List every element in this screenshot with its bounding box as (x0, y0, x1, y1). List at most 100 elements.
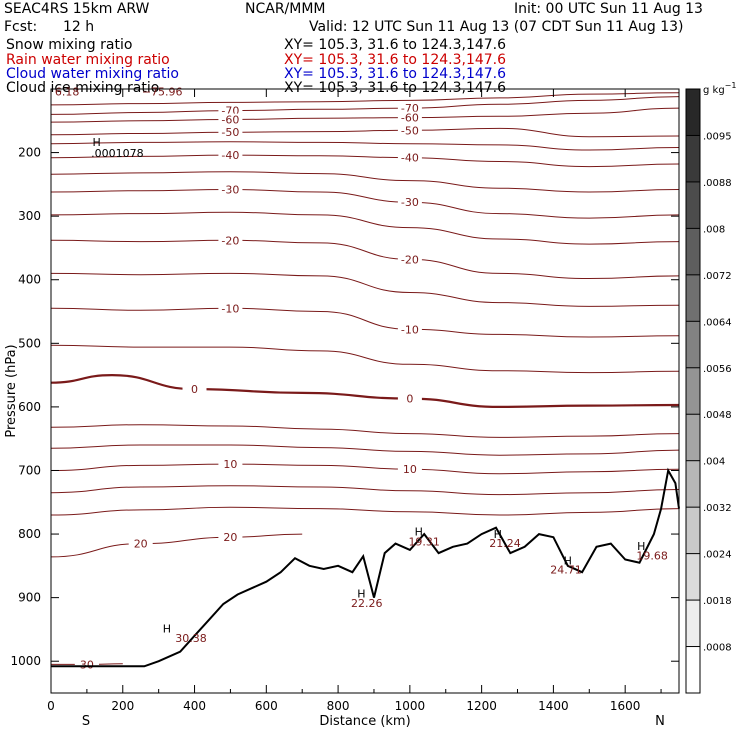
contour-label-bg (397, 463, 422, 476)
colorbar-segment-0 (686, 89, 700, 136)
colorbar-label-7: .004 (703, 457, 725, 468)
terrain-profile (51, 467, 680, 668)
x-tick-label-4: 800 (327, 699, 350, 713)
high-marker-2: H (357, 588, 365, 601)
contour-label-bg (218, 458, 243, 471)
x-tick-label-3: 600 (255, 699, 278, 713)
isotherm-label-4-0: -30 (221, 184, 239, 197)
isotherm-label-4-1: -30 (401, 196, 419, 209)
colorbar-label-11: .0008 (703, 643, 732, 654)
x-tick-label-6: 1200 (466, 699, 497, 713)
colorbar-label-2: .008 (703, 224, 725, 235)
colorbar-label-0: .0095 (703, 131, 732, 142)
isotherm-line-2 (50, 171, 680, 193)
y-tick-label-2: 400 (18, 273, 41, 287)
x-tick-label-0: 0 (47, 699, 55, 713)
isotherm-label-5-1: -20 (401, 253, 419, 266)
colorbar-label-5: .0056 (703, 364, 732, 375)
contour-label-bg (397, 196, 422, 209)
y-tick-label-7: 900 (18, 591, 41, 605)
value-label-3: 30.38 (175, 632, 207, 645)
colorbar-segment-6 (686, 367, 700, 415)
colorbar-label-9: .0024 (703, 550, 732, 561)
high-marker-6: H (637, 540, 645, 553)
field-rain-name: Rain water mixing ratio (6, 52, 170, 68)
isotherm-label-2-1: -50 (401, 124, 419, 137)
field-cloud-ice-xy: XY= 105.3, 31.6 to 124.3,147.6 (284, 80, 507, 96)
y-tick-label-6: 800 (18, 527, 41, 541)
isotherm-label-7-1: 0 (406, 393, 413, 406)
value-label-7: 24.71 (550, 564, 582, 577)
high-marker-1: H (163, 623, 171, 636)
colorbar: .0095 .0088 .008 .0072 .0064 .0056 .0048 .004 .0… (685, 88, 732, 694)
y-tick-label-1: 300 (18, 209, 41, 223)
colorbar-segment-8 (686, 460, 700, 508)
colorbar-unit: g kg−1 (703, 81, 736, 96)
field-snow-name: Snow mixing ratio (6, 37, 133, 53)
colorbar-label-8: .0032 (703, 503, 732, 514)
contour-label-bg (218, 302, 243, 315)
contour-labels: 6.18 −75.96 .0001078 30.38 22.26 19.31 21.24 24… (55, 85, 668, 645)
field-cloud-ice-name: Cloud ice mixing ratio (6, 80, 160, 96)
value-label-4: 22.26 (351, 597, 383, 610)
x-tick-label-2: 400 (183, 699, 206, 713)
colorbar-label-10: .0018 (703, 596, 732, 607)
value-label-1: −75.96 (142, 85, 183, 98)
contour-label-bg (397, 111, 422, 124)
isotherm-label-5-0: -20 (221, 234, 239, 247)
isotherm-line-4 (50, 272, 680, 307)
value-label-6: 21.24 (489, 537, 521, 550)
isotherm-line-8 (50, 485, 680, 496)
isotherm-line-0 (50, 92, 680, 106)
forecast-label: Fcst: (4, 19, 38, 35)
x-end-label-north: N (655, 714, 665, 729)
colorbar-segment-12 (686, 646, 700, 693)
field-cloud-water-name: Cloud water mixing ratio (6, 66, 179, 82)
isotherm-labeled-3 (50, 154, 680, 168)
isotherm-line-7 (50, 444, 680, 456)
isotherm-labeled-1 (50, 107, 680, 123)
high-marker-4: H (494, 528, 502, 541)
isotherm-label-9-0: 20 (134, 538, 148, 551)
colorbar-label-3: .0072 (703, 271, 732, 282)
value-label-2: .0001078 (91, 147, 144, 160)
isotherm-line-5 (50, 344, 680, 374)
value-label-5: 19.31 (408, 536, 440, 549)
isotherm-labeled-2 (50, 127, 680, 138)
y-tick-label-8: 1000 (10, 654, 41, 668)
colorbar-label-6: .0048 (703, 410, 732, 421)
temperature-contours: -70 -70-60 -60-50 -50-40 -40-30-30-20-20-10-… (50, 92, 680, 671)
colorbar-segment-11 (686, 600, 700, 647)
isotherm-label-2-0: -50 (221, 126, 239, 139)
field-cloud-water-xy: XY= 105.3, 31.6 to 124.3,147.6 (284, 66, 507, 82)
contour-label-bg (218, 113, 243, 126)
x-tick-label-8: 1600 (610, 699, 641, 713)
y-tick-label-5: 700 (18, 463, 41, 477)
organization: NCAR/MMM (245, 1, 326, 17)
isotherm-line-1 (50, 141, 680, 151)
contour-label-bg (397, 102, 422, 115)
isotherm-label-1-1: -60 (401, 112, 419, 125)
x-tick-label-1: 200 (111, 699, 134, 713)
colorbar-label-4: .0064 (703, 317, 732, 328)
isotherm-labeled-8 (50, 463, 680, 475)
axes: 0 200 400 600 800 1000 1200 1400 160020030040050… (10, 89, 679, 713)
isotherm-label-3-0: -40 (221, 149, 239, 162)
x-axis-label: Distance (km) (319, 714, 410, 729)
isotherm-labeled-5 (50, 239, 680, 280)
colorbar-segment-3 (686, 228, 700, 275)
colorbar-frame (685, 88, 701, 694)
field-snow-xy: XY= 105.3, 31.6 to 124.3,147.6 (284, 37, 507, 53)
isotherm-label-10-1: 30 (80, 658, 94, 671)
isotherm-label-7-0: 0 (191, 383, 198, 396)
colorbar-segment-10 (686, 553, 700, 601)
isotherm-labeled-7 (50, 373, 680, 409)
isotherm-line-6 (50, 424, 680, 438)
x-tick-label-5: 1000 (395, 699, 426, 713)
isotherm-label-6-0: -10 (221, 302, 239, 315)
high-marker-5: H (564, 555, 572, 568)
contour-label-bg (397, 323, 422, 336)
contour-label-bg (397, 392, 422, 405)
plot-frame (50, 88, 680, 694)
isotherm-labeled-6 (50, 307, 680, 338)
